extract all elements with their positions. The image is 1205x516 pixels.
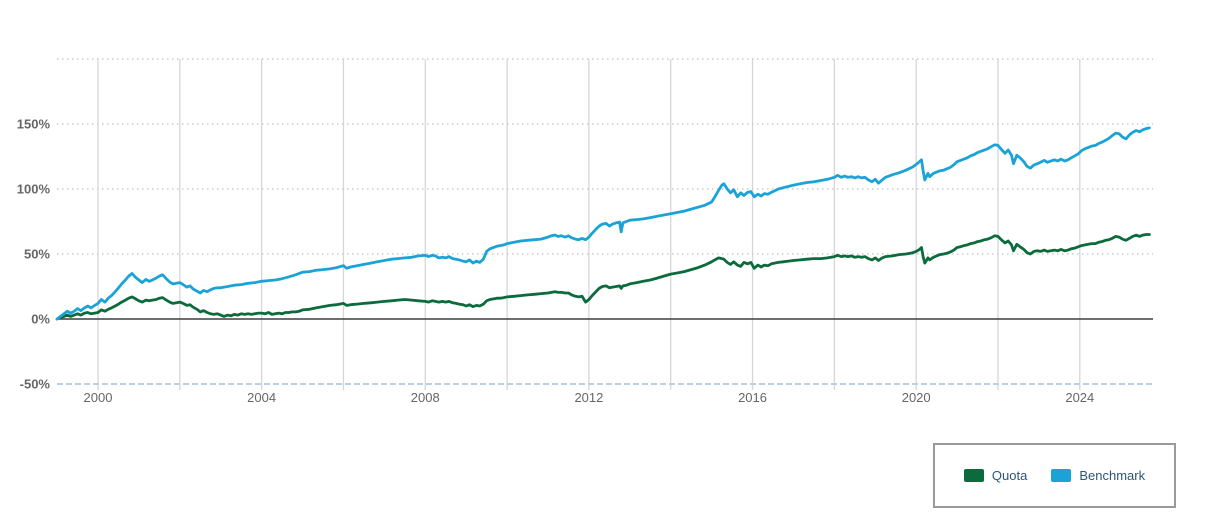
quota-label: Quota (991, 468, 1028, 483)
x-tick-label: 2016 (738, 390, 767, 405)
x-tick-label: 2000 (84, 390, 113, 405)
x-tick-label: 2004 (247, 390, 276, 405)
legend-item-benchmark[interactable]: Benchmark (1051, 468, 1145, 483)
series-line-benchmark[interactable] (55, 126, 1151, 321)
y-tick-label: 50% (24, 247, 50, 262)
benchmark-label: Benchmark (1079, 468, 1146, 483)
y-tick-label: 150% (17, 117, 51, 132)
x-tick-label: 2024 (1065, 390, 1094, 405)
legend-box: Quota Benchmark (933, 443, 1176, 508)
y-tick-label: 100% (17, 182, 51, 197)
x-tick-label: 2020 (902, 390, 931, 405)
chart-canvas: 150% 100% 50% 0% -50% 2000 2004 2008 2012 2016 202… (17, 58, 1153, 405)
y-tick-label: -50% (20, 377, 51, 392)
x-tick-label: 2008 (411, 390, 440, 405)
quota-swatch (963, 469, 984, 482)
x-tick-label: 2012 (574, 390, 603, 405)
legend-item-quota[interactable]: Quota (963, 468, 1028, 483)
series-line-quota[interactable] (55, 233, 1151, 321)
benchmark-swatch (1051, 469, 1072, 482)
y-tick-label: 0% (31, 312, 50, 327)
